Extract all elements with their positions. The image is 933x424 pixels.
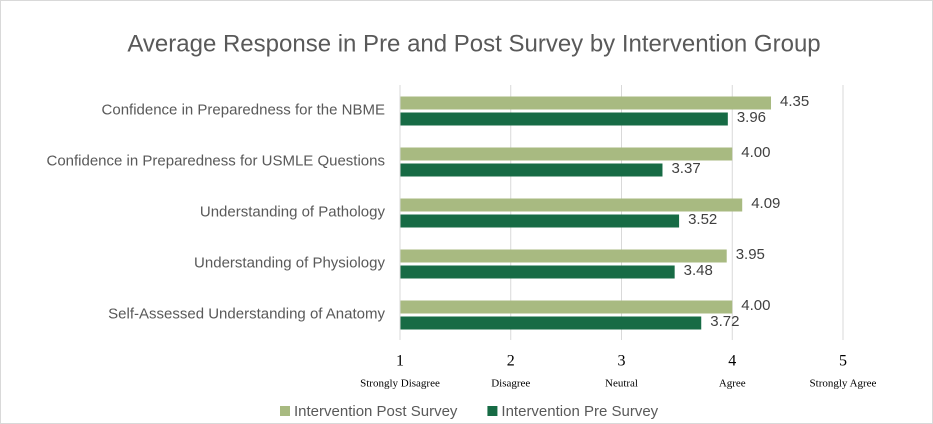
bar: [400, 147, 733, 161]
bar: [400, 265, 675, 279]
x-tick-label: 2: [507, 353, 515, 370]
bar: [400, 112, 728, 126]
bar: [400, 214, 680, 228]
data-label: 4.09: [751, 195, 780, 212]
x-tick-description: Disagree: [491, 378, 530, 390]
data-label: 3.72: [710, 313, 739, 330]
x-tick-description: Strongly Agree: [810, 378, 877, 390]
data-label: 4.00: [741, 144, 770, 161]
bar: [400, 249, 727, 263]
x-tick-label: 5: [839, 353, 847, 370]
x-tick-label: 4: [728, 353, 736, 370]
data-label: 4.00: [741, 297, 770, 314]
legend-label: Intervention Post Survey: [294, 403, 458, 420]
legend-label: Intervention Pre Survey: [501, 403, 658, 420]
bar: [400, 198, 743, 212]
legend-swatch: [280, 406, 290, 416]
data-label: 4.35: [780, 93, 809, 110]
bar: [400, 96, 772, 110]
y-tick-label: Understanding of Pathology: [200, 203, 386, 220]
x-tick-description: Strongly Disagree: [360, 378, 440, 390]
chart-title: Average Response in Pre and Post Survey …: [127, 30, 820, 57]
y-tick-label: Self-Assessed Understanding of Anatomy: [108, 305, 385, 322]
y-tick-label: Confidence in Preparedness for USMLE Que…: [46, 152, 385, 169]
data-label: 3.95: [736, 246, 765, 263]
data-label: 3.96: [737, 109, 766, 126]
legend-swatch: [487, 406, 498, 416]
x-tick-label: 3: [618, 353, 626, 370]
bar: [400, 316, 702, 330]
y-tick-label: Understanding of Physiology: [194, 254, 385, 271]
data-label: 3.37: [671, 160, 700, 177]
data-label: 3.52: [688, 211, 717, 228]
data-label: 3.48: [684, 262, 713, 279]
x-tick-description: Neutral: [605, 378, 638, 390]
x-tick-label: 1: [396, 353, 404, 370]
bar: [400, 163, 663, 177]
x-tick-description: Agree: [719, 378, 746, 390]
y-tick-label: Confidence in Preparedness for the NBME: [102, 101, 385, 118]
bar: [400, 300, 733, 314]
